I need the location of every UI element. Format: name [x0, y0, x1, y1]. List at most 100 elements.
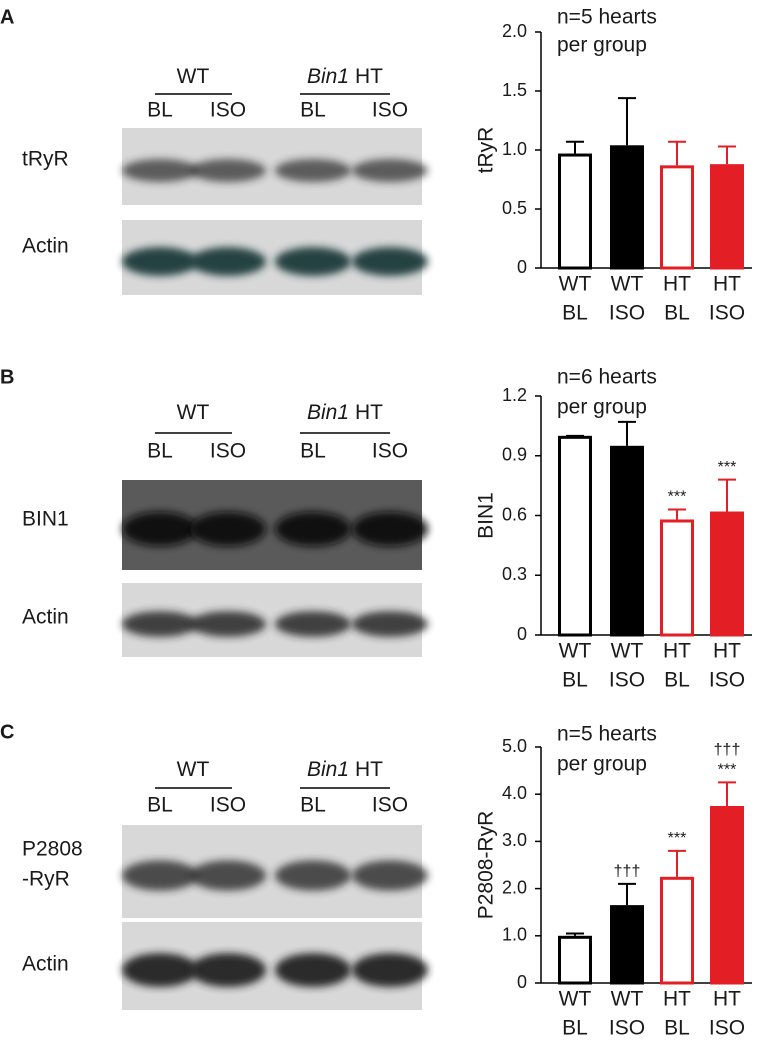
blot-band [122, 860, 198, 891]
bar [610, 145, 644, 270]
y-tick-label: 1.0 [502, 139, 527, 159]
lane-label: ISO [372, 794, 408, 817]
blot-band [352, 159, 428, 182]
x-tick-label: BL [664, 669, 690, 692]
x-tick-label: BL [562, 302, 588, 325]
y-tick-label: 2.0 [502, 21, 527, 41]
bar [710, 806, 744, 985]
x-tick-label: HT [663, 640, 691, 663]
x-tick-label: BL [562, 1017, 588, 1040]
blot-band [122, 247, 198, 276]
blot-band [352, 511, 428, 547]
blot-band [122, 159, 198, 182]
chart-annotation: n=5 hearts [557, 723, 657, 746]
x-tick-label: BL [664, 1017, 690, 1040]
x-tick-label: WT [559, 988, 592, 1011]
bar [660, 519, 694, 637]
y-tick-label: 1.5 [502, 80, 527, 100]
x-tick-label: WT [611, 988, 644, 1011]
lane-label: BL [300, 99, 326, 122]
group-label-part: WT [177, 401, 210, 424]
x-tick-label: BL [664, 302, 690, 325]
y-tick-label: 5.0 [502, 736, 527, 756]
lane-label: ISO [210, 794, 246, 817]
x-tick-label: HT [713, 273, 741, 296]
lane-label: ISO [210, 99, 246, 122]
y-tick-label: 0 [517, 972, 527, 992]
bar [710, 164, 744, 270]
group-label: WT [177, 401, 210, 424]
group-label-part: WT [177, 65, 210, 88]
blot-band [275, 247, 351, 276]
x-tick-label: ISO [709, 669, 745, 692]
y-tick-label: 0.6 [502, 504, 527, 524]
x-tick-label: ISO [609, 669, 645, 692]
blot-band [122, 953, 198, 987]
group-label-part: Bin1 [307, 758, 349, 781]
blot-band [275, 159, 351, 182]
row-label: -RyR [22, 868, 70, 891]
x-tick-label: ISO [609, 302, 645, 325]
group-label: Bin1 HT [307, 758, 383, 781]
x-tick-label: HT [663, 273, 691, 296]
y-tick-label: 0.9 [502, 445, 527, 465]
chart-annotation: per group [557, 34, 647, 57]
blot-band [190, 159, 266, 182]
blot-band [190, 247, 266, 276]
x-tick-label: WT [611, 273, 644, 296]
blot-band [190, 953, 266, 987]
group-label: WT [177, 65, 210, 88]
chart-annotation: n=5 hearts [557, 6, 657, 29]
chart-annotation: per group [557, 396, 647, 419]
row-label: tRyR [22, 148, 69, 171]
lane-label: ISO [372, 99, 408, 122]
blot-band [275, 953, 351, 987]
y-tick-label: 0.5 [502, 198, 527, 218]
chart-annotation: n=6 hearts [557, 366, 657, 389]
lane-label: BL [147, 794, 173, 817]
y-tick-label: 1.2 [502, 385, 527, 405]
group-label-part: HT [355, 65, 383, 88]
x-tick-label: WT [559, 640, 592, 663]
blot-band [352, 860, 428, 891]
x-tick-label: ISO [709, 1017, 745, 1040]
group-label-part: WT [177, 758, 210, 781]
row-label: BIN1 [22, 508, 69, 531]
x-tick-label: HT [713, 640, 741, 663]
x-tick-label: ISO [609, 1017, 645, 1040]
group-label-part: Bin1 [307, 401, 349, 424]
row-label: P2808 [22, 838, 83, 861]
blot-band [275, 611, 351, 637]
group-label: Bin1 HT [307, 65, 383, 88]
blot-band [122, 611, 198, 637]
group-label: WT [177, 758, 210, 781]
significance-label: *** [668, 489, 687, 506]
lane-label: BL [147, 99, 173, 122]
blot-band [352, 953, 428, 987]
x-tick-label: HT [713, 988, 741, 1011]
bar [610, 905, 644, 985]
lane-label: BL [300, 440, 326, 463]
bar [558, 935, 592, 985]
blot-band [275, 860, 351, 891]
panel-letter: C [0, 721, 14, 743]
y-tick-label: 1.0 [502, 925, 527, 945]
row-label: Actin [22, 606, 69, 629]
blot-band [352, 247, 428, 276]
y-tick-label: 4.0 [502, 783, 527, 803]
blot-band [190, 860, 266, 891]
y-tick-label: 0.3 [502, 564, 527, 584]
bar [610, 445, 644, 637]
bar [660, 165, 694, 270]
blot-band [352, 611, 428, 637]
blot-band [122, 511, 198, 547]
significance-label: *** [718, 762, 737, 779]
y-axis-label: tRyR [475, 127, 498, 174]
lane-label: BL [147, 440, 173, 463]
group-label-part: Bin1 [307, 65, 349, 88]
bar [558, 435, 592, 637]
chart-annotation: per group [557, 753, 647, 776]
y-tick-label: 0 [517, 257, 527, 277]
row-label: Actin [22, 953, 69, 976]
